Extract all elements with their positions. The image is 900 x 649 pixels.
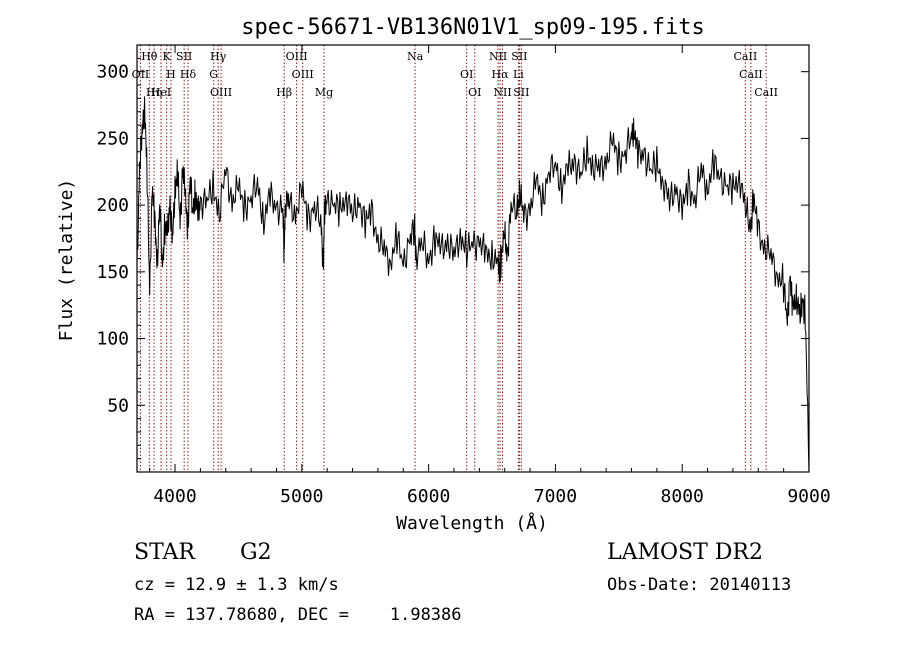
spectral-line-label: Hα [491,68,509,81]
spectral-line-label: K [163,50,172,63]
y-tick-label: 50 [107,395,129,416]
x-tick-label: 4000 [153,486,196,507]
object-class: STAR [134,540,196,565]
x-axis-label: Wavelength (Å) [396,512,548,534]
spectral-line-label: Mg [315,86,333,99]
spectral-line-label: H [166,68,176,81]
spectral-line-label: OIII [292,68,314,81]
y-tick-label: 100 [96,329,129,350]
spectral-line-label: Hη [146,86,162,99]
chart-title: spec-56671-VB136N01V1_sp09-195.fits [241,15,705,40]
spectral-line-label: OIII [210,86,232,99]
spectral-line-label: Li [513,68,524,81]
observation-date: Obs-Date: 20140113 [607,575,791,595]
x-tick-label: 5000 [280,486,323,507]
spectral-line-label: G [209,68,218,81]
coordinates-readout: RA = 137.78680, DEC = 1.98386 [134,605,462,625]
spectral-line-label: OI [460,68,473,81]
spectral-line-label: Hθ [141,50,158,63]
x-tick-label: 8000 [661,486,704,507]
survey-name: LAMOST DR2 [607,540,763,565]
spectrum-series [136,96,810,473]
spectral-line-label: Hγ [210,50,227,63]
spectral-line-label: OII [132,68,150,81]
spectral-line-label: NII [489,50,507,63]
spectral-line-label: OIII [286,50,308,63]
spectral-line-label: SII [513,86,529,99]
spectral-line-label: Hβ [276,86,292,99]
y-axis-ticks: 50 100 150 200 250 300 [96,57,809,460]
spectral-line-label: OI [468,86,481,99]
spectral-line-label: CaII [734,50,758,63]
redshift-readout: cz = 12.9 ± 1.3 km/s [134,575,339,595]
spectrum-line [136,96,810,473]
spectral-line-label: Na [407,50,424,63]
y-tick-label: 200 [96,195,129,216]
spectral-line-labels: HθOIIHηKHHeISIIHδOIIIHγGHβOIIIOIIIMgNaOI… [132,50,778,99]
spectral-line-label: CaII [739,68,763,81]
y-tick-label: 250 [96,128,129,149]
x-tick-label: 6000 [407,486,450,507]
y-tick-label: 300 [96,62,129,83]
x-tick-label: 7000 [534,486,577,507]
y-tick-label: 150 [96,262,129,283]
x-axis-ticks: 4000 5000 6000 7000 8000 9000 [149,45,831,507]
spectral-line-label: HeI [151,86,171,99]
x-tick-label: 9000 [787,486,830,507]
spectral-line-label: NII [493,86,511,99]
y-axis-label: Flux (relative) [56,179,77,342]
plot-frame [136,44,810,473]
spectral-line-label: SII [176,50,192,63]
spectral-line-label: Hδ [180,68,197,81]
spectral-line-label: SII [511,50,527,63]
object-subclass: G2 [240,540,272,565]
spectral-line-label: CaII [754,86,778,99]
